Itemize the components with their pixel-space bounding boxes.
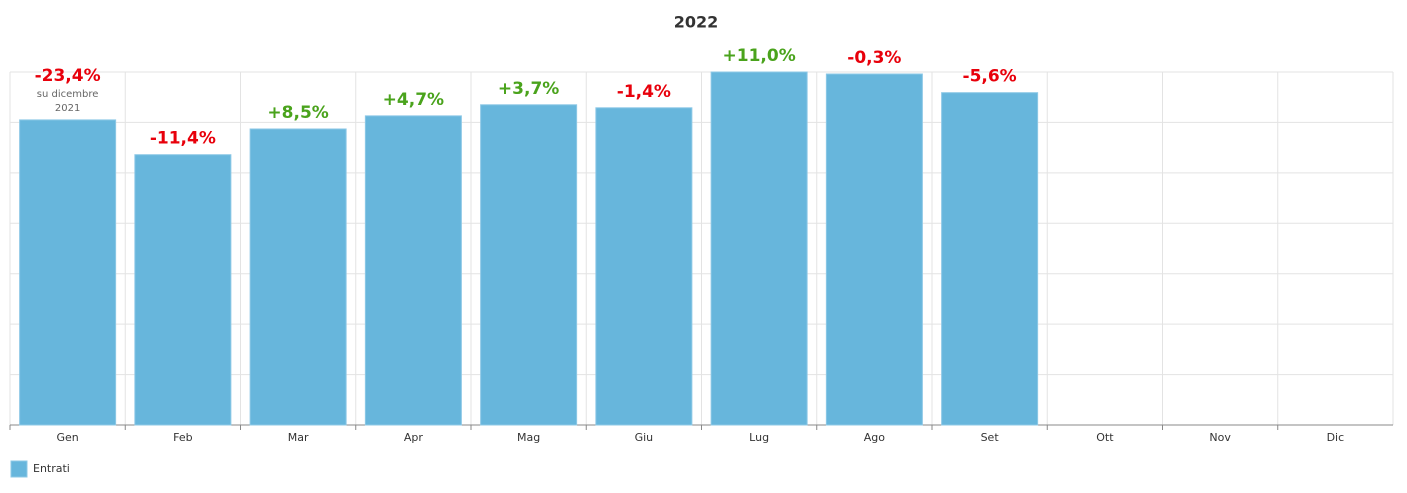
bar <box>19 119 117 426</box>
chart-title: 2022 <box>674 13 719 32</box>
change-label: -5,6% <box>963 67 1017 87</box>
bar <box>595 107 693 426</box>
x-tick-label: Giu <box>635 431 654 444</box>
change-note: su dicembre <box>37 89 99 100</box>
change-label: -23,4% <box>35 66 101 86</box>
x-tick-label: Set <box>981 431 1000 444</box>
x-tick-label: Ott <box>1096 431 1114 444</box>
x-tick-label: Mag <box>517 431 540 444</box>
x-tick-label: Dic <box>1327 431 1345 444</box>
x-tick-label: Ago <box>864 431 886 444</box>
bar <box>941 92 1039 426</box>
bar <box>134 154 232 426</box>
change-label: -11,4% <box>150 129 216 149</box>
x-tick-label: Nov <box>1209 431 1231 444</box>
x-tick-label: Apr <box>404 431 424 444</box>
bar <box>480 104 578 426</box>
change-label: -1,4% <box>617 82 671 102</box>
change-note: 2021 <box>55 103 80 114</box>
change-label: +4,7% <box>383 90 444 110</box>
change-label: -0,3% <box>847 48 901 68</box>
x-tick-label: Gen <box>56 431 78 444</box>
change-label: +3,7% <box>498 79 559 99</box>
bar <box>364 115 462 426</box>
x-tick-label: Lug <box>749 431 769 444</box>
legend-label: Entrati <box>33 462 70 475</box>
bar <box>825 73 923 426</box>
change-label: +8,5% <box>267 103 328 123</box>
bar <box>710 71 808 426</box>
legend-swatch <box>10 460 28 478</box>
x-tick-label: Feb <box>173 431 192 444</box>
x-tick-label: Mar <box>288 431 309 444</box>
change-label: +11,0% <box>723 46 796 66</box>
bar <box>249 128 347 426</box>
